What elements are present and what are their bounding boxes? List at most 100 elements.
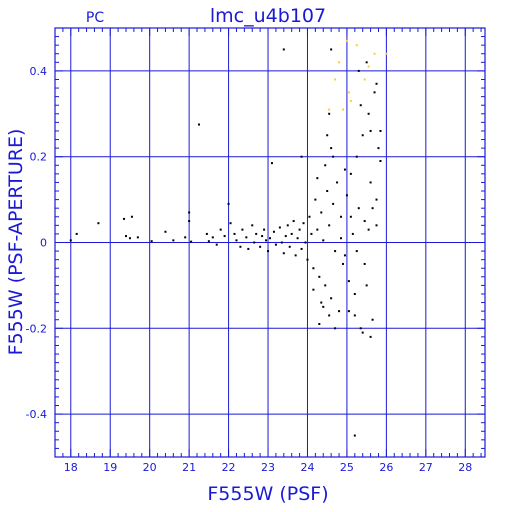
data-point [353,314,356,317]
data-point [75,232,78,235]
data-point [336,181,339,184]
data-point [294,254,297,257]
data-point [265,239,268,242]
y-tick-label: 0.2 [30,151,48,164]
data-point [211,236,214,239]
x-tick-label: 21 [182,461,196,474]
data-point [255,232,258,235]
data-point [130,215,133,218]
data-point [136,236,139,239]
data-point [373,52,376,55]
data-point [365,61,368,64]
data-point [267,250,270,253]
data-point [349,215,352,218]
chart-title: lmc_u4b107 [210,5,326,27]
data-point [316,177,319,180]
x-tick-label: 18 [64,461,78,474]
data-point [223,235,226,238]
data-point [343,254,346,257]
data-point [334,78,337,81]
data-point [369,335,372,338]
x-tick-label: 28 [458,461,472,474]
data-point [270,162,273,165]
data-point [367,112,370,115]
data-point [69,239,72,242]
x-tick-label: 24 [300,461,314,474]
data-point [363,262,366,265]
data-point [306,258,309,261]
data-point [359,104,362,107]
data-point [215,243,218,246]
data-point [357,69,360,72]
data-point [296,237,299,240]
data-point [347,280,350,283]
data-point [345,194,348,197]
data-point [205,232,208,235]
data-point [184,236,187,239]
data-point [318,323,321,326]
data-point [369,129,372,132]
data-point [97,222,100,225]
data-point [290,232,293,235]
x-tick-label: 23 [261,461,275,474]
y-tick-label: 0 [40,237,47,250]
x-axis-label: F555W (PSF) [207,483,328,505]
data-point [345,39,348,42]
data-point [369,181,372,184]
data-point [278,226,281,229]
data-point [361,134,364,137]
data-point [375,224,378,227]
data-point [375,82,378,85]
data-point [328,224,331,227]
data-point [188,220,191,223]
data-point [334,327,337,330]
data-point [219,228,222,231]
y-tick-label: -0.4 [26,408,47,421]
data-point [367,228,370,231]
data-point [304,241,307,244]
data-point [357,207,360,210]
x-tick-label: 27 [419,461,433,474]
data-point [367,65,370,68]
data-point [239,245,242,248]
data-point [355,44,358,47]
data-point [300,247,303,250]
data-point [227,202,230,205]
data-point [379,159,382,162]
data-point [340,237,343,240]
data-point [150,240,153,243]
data-point [365,284,368,287]
data-point [298,228,301,231]
data-point [371,207,374,210]
data-point [326,134,329,137]
data-point [269,237,271,240]
data-point [379,129,382,132]
data-point [341,262,344,265]
data-point [373,91,376,94]
data-point [300,155,303,158]
data-point [310,232,313,235]
x-tick-label: 25 [340,461,354,474]
data-point [340,215,343,218]
data-point [128,237,131,240]
data-point [359,327,362,330]
data-point [308,215,311,218]
data-point [274,243,277,246]
data-point [284,235,287,238]
data-point [343,168,346,171]
data-point [371,318,374,321]
data-point [385,52,388,55]
data-point [347,310,350,313]
data-point [328,108,331,111]
data-point [322,305,325,308]
data-point [247,247,250,250]
data-point [282,252,285,255]
data-point [361,331,364,334]
data-point [288,245,291,248]
data-point [328,314,331,317]
data-point [164,230,167,233]
x-tick-label: 22 [222,461,236,474]
data-point [123,217,126,220]
data-point [282,48,285,51]
data-point [125,235,128,238]
